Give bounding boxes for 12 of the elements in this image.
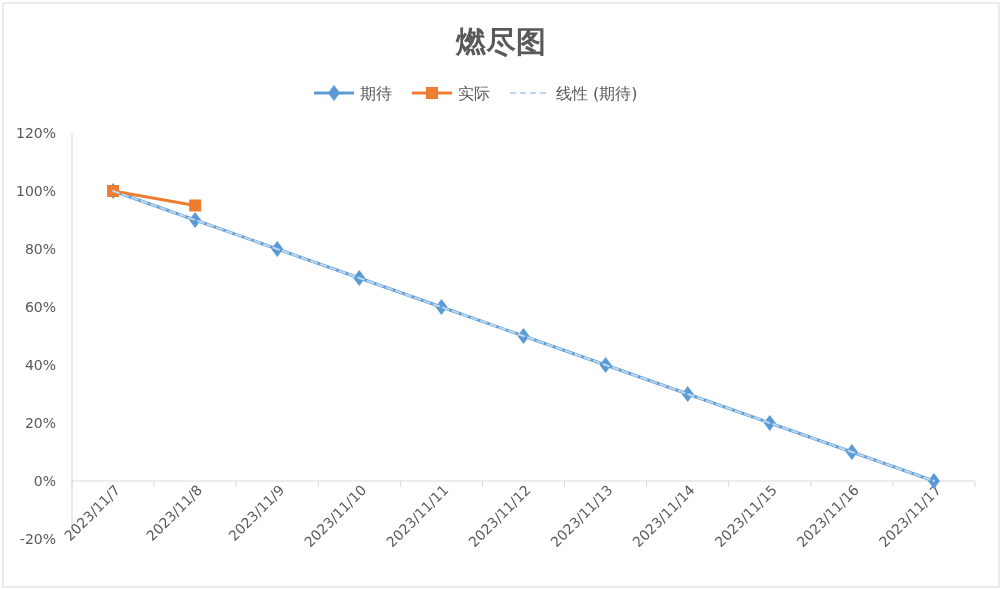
y-tick-label: 80% bbox=[24, 241, 56, 257]
y-tick-label: 0% bbox=[33, 473, 56, 489]
y-tick-label: 40% bbox=[24, 357, 56, 373]
legend-label: 实际 bbox=[458, 84, 490, 103]
chart-title: 燃尽图 bbox=[455, 24, 546, 59]
legend-label: 期待 bbox=[360, 84, 392, 103]
y-tick-label: 100% bbox=[15, 183, 56, 199]
y-tick-label: 60% bbox=[24, 299, 56, 315]
legend-label: 线性 (期待) bbox=[556, 84, 638, 103]
y-tick-label: 20% bbox=[24, 415, 56, 431]
y-tick-label: -20% bbox=[19, 531, 56, 547]
y-tick-label: 120% bbox=[15, 125, 56, 141]
